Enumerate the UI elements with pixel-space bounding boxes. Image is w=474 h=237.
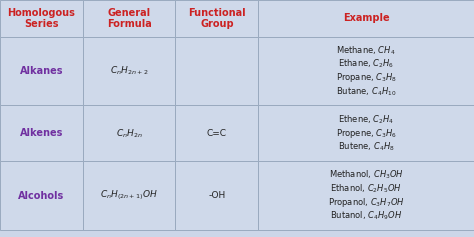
Text: -OH: -OH xyxy=(208,191,226,200)
Text: Homologous
Series: Homologous Series xyxy=(8,8,75,29)
Bar xyxy=(83,105,175,161)
Text: Example: Example xyxy=(343,13,390,23)
Text: General
Formula: General Formula xyxy=(107,8,152,29)
Text: Butane, $C_4H_{10}$: Butane, $C_4H_{10}$ xyxy=(336,86,396,98)
Text: Alcohols: Alcohols xyxy=(18,191,64,201)
Bar xyxy=(258,0,474,37)
Bar xyxy=(175,105,258,161)
Bar xyxy=(83,161,175,230)
Text: $C_nH_{2n}$: $C_nH_{2n}$ xyxy=(116,127,143,140)
Bar xyxy=(258,37,474,105)
Text: Ethanol, $C_2H_5OH$: Ethanol, $C_2H_5OH$ xyxy=(330,182,402,195)
Bar xyxy=(258,105,474,161)
Bar xyxy=(0,105,83,161)
Text: Propanol, $C_3H_7OH$: Propanol, $C_3H_7OH$ xyxy=(328,196,405,209)
Bar xyxy=(0,161,83,230)
Text: $C_nH_{2n+2}$: $C_nH_{2n+2}$ xyxy=(110,65,148,77)
Text: Alkenes: Alkenes xyxy=(20,128,63,138)
Bar xyxy=(0,0,83,37)
Text: C=C: C=C xyxy=(207,129,227,138)
Text: Propene, $C_3H_6$: Propene, $C_3H_6$ xyxy=(336,127,397,140)
Bar xyxy=(175,161,258,230)
Text: Butene, $C_4H_8$: Butene, $C_4H_8$ xyxy=(338,141,394,154)
Text: Ethane, $C_2H_6$: Ethane, $C_2H_6$ xyxy=(338,58,394,70)
Bar xyxy=(83,0,175,37)
Text: Ethene, $C_2H_4$: Ethene, $C_2H_4$ xyxy=(338,113,394,126)
Bar xyxy=(258,161,474,230)
Text: Methanol, $CH_3OH$: Methanol, $CH_3OH$ xyxy=(328,169,404,181)
Bar xyxy=(175,0,258,37)
Text: Methane, $CH_4$: Methane, $CH_4$ xyxy=(337,44,396,57)
Text: Propane, $C_3H_8$: Propane, $C_3H_8$ xyxy=(336,72,397,84)
Bar xyxy=(83,37,175,105)
Text: Functional
Group: Functional Group xyxy=(188,8,246,29)
Bar xyxy=(175,37,258,105)
Text: $C_nH_{(2n+1)}OH$: $C_nH_{(2n+1)}OH$ xyxy=(100,189,158,202)
Text: Alkanes: Alkanes xyxy=(20,66,63,76)
Bar xyxy=(0,37,83,105)
Text: Butanol, $C_4H_9OH$: Butanol, $C_4H_9OH$ xyxy=(330,210,402,222)
